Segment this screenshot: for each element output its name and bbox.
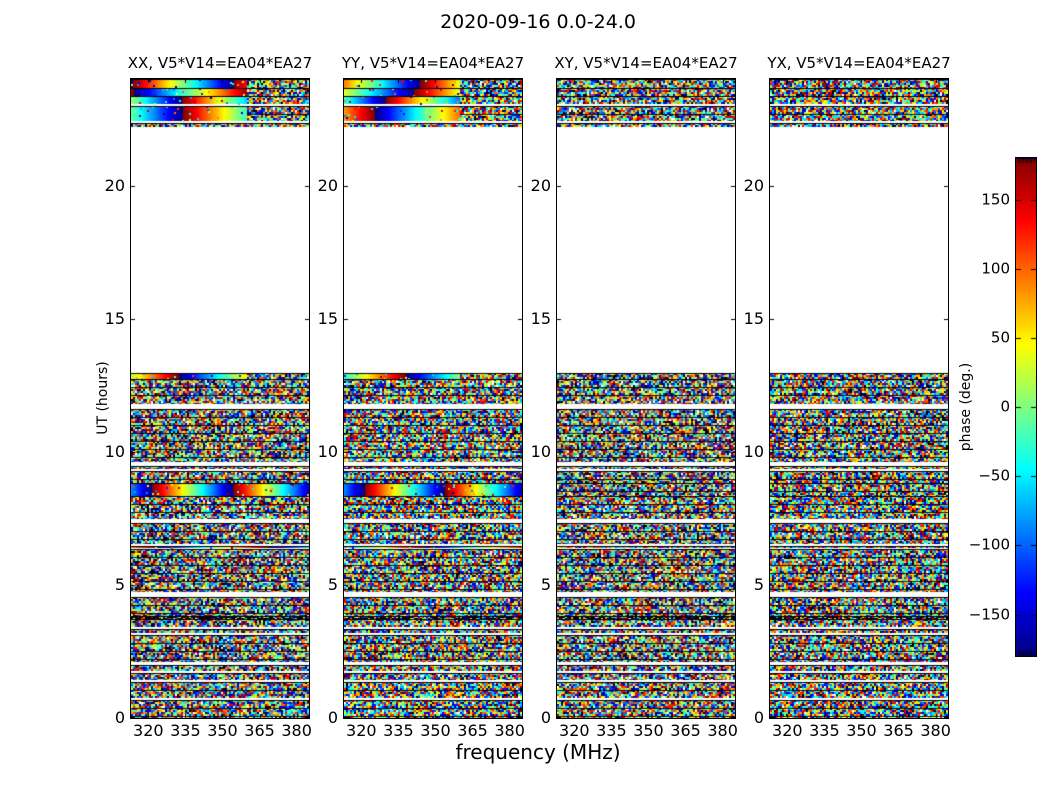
suptitle: 2020-09-16 0.0-24.0 (440, 11, 636, 33)
x-tick-label: 365 (883, 721, 914, 740)
colorbar-canvas (1015, 157, 1037, 657)
colorbar-tick-label: 150 (981, 190, 1010, 208)
heatmap-canvas-yx (769, 78, 949, 719)
x-tick-label: 320 (772, 721, 803, 740)
y-tick-label: 10 (743, 441, 764, 461)
colorbar-tick-label: 100 (981, 259, 1010, 278)
y-tick-label: 5 (114, 574, 125, 594)
panel-title-xx: XX, V5*V14=EA04*EA27 (127, 54, 313, 72)
y-tick-label: 0 (114, 708, 125, 727)
x-tick-label: 380 (707, 721, 738, 740)
x-tick-label: 320 (559, 721, 590, 740)
x-tick-label: 380 (281, 721, 312, 740)
x-tick-label: 365 (244, 721, 275, 740)
y-tick-label: 5 (540, 574, 551, 594)
y-tick-label: 5 (753, 574, 764, 594)
heatmap-canvas-yy (343, 78, 523, 719)
colorbar-tick-label: 0 (1000, 397, 1010, 416)
x-tick-label: 320 (346, 721, 377, 740)
colorbar-tick-label: −100 (968, 535, 1010, 554)
x-tick-label: 320 (133, 721, 164, 740)
y-tick-label: 10 (317, 441, 338, 461)
y-tick-label: 20 (317, 175, 338, 195)
heatmap-canvas-xx (130, 78, 310, 719)
x-tick-label: 335 (596, 721, 627, 740)
y-tick-label: 5 (327, 574, 338, 594)
panel-title-xy: XY, V5*V14=EA04*EA27 (554, 54, 738, 72)
x-tick-label: 350 (846, 721, 877, 740)
x-tick-label: 335 (170, 721, 201, 740)
x-tick-label: 350 (633, 721, 664, 740)
x-tick-label: 380 (920, 721, 951, 740)
panel-title-yy: YY, V5*V14=EA04*EA27 (341, 54, 525, 72)
x-tick-label: 335 (383, 721, 414, 740)
colorbar-tick-label: −150 (968, 605, 1010, 623)
y-tick-label: 20 (743, 175, 764, 195)
y-tick-label: 15 (317, 308, 338, 328)
y-tick-label: 15 (743, 308, 764, 328)
x-tick-label: 350 (420, 721, 451, 740)
colorbar-tick-label: 50 (990, 328, 1010, 347)
y-axis-label: UT (hours) (95, 361, 111, 435)
y-tick-label: 15 (530, 308, 551, 328)
x-axis-label: frequency (MHz) (455, 740, 621, 764)
y-tick-label: 0 (540, 708, 551, 727)
x-tick-label: 335 (809, 721, 840, 740)
heatmap-canvas-xy (556, 78, 736, 719)
y-tick-label: 10 (104, 441, 125, 461)
y-tick-label: 20 (104, 175, 125, 195)
x-tick-label: 365 (670, 721, 701, 740)
x-tick-label: 380 (494, 721, 525, 740)
y-tick-label: 15 (104, 308, 125, 328)
x-tick-label: 365 (457, 721, 488, 740)
y-tick-label: 0 (753, 708, 764, 727)
x-tick-label: 350 (207, 721, 238, 740)
colorbar-tick-label: −50 (978, 466, 1010, 485)
panel-title-yx: YX, V5*V14=EA04*EA27 (767, 54, 951, 72)
y-tick-label: 0 (327, 708, 338, 727)
y-tick-label: 20 (530, 175, 551, 195)
y-tick-label: 10 (530, 441, 551, 461)
